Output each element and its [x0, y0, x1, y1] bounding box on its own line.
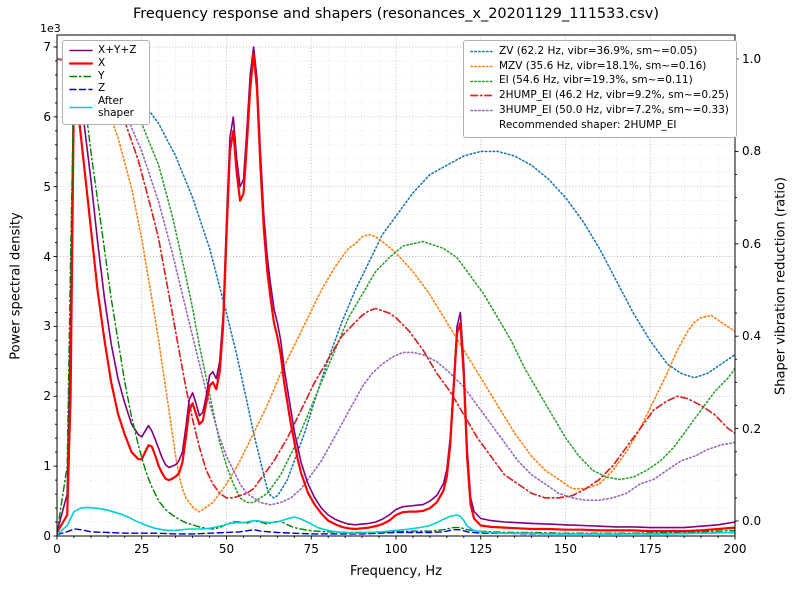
x-y-z-line-sample — [69, 50, 93, 52]
y-tick-label-left: 3 — [43, 319, 51, 334]
legend-item-z: Z — [69, 82, 142, 95]
x-axis-label: Frequency, Hz — [349, 564, 443, 579]
y-tick-label-left: 7 — [43, 40, 51, 54]
y-axis-label-left: Power spectral density — [8, 212, 24, 360]
legend-label: Y — [98, 69, 105, 82]
legend-label: MZV (35.6 Hz, vibr=18.1%, sm~=0.16) — [499, 59, 707, 72]
legend-psd: X+Y+Z X Y Z After shaper — [62, 40, 150, 125]
y-axis-label-right: Shaper vibration reduction (ratio) — [773, 177, 789, 395]
3hump-ei-line-sample — [470, 109, 494, 112]
legend-item-zv: ZV (62.2 Hz, vibr=36.9%, sm~=0.05) — [470, 45, 729, 59]
legend-label: X — [98, 56, 106, 69]
3hump-ei-curve — [57, 58, 735, 506]
x-tick-label: 75 — [303, 542, 319, 556]
y-tick-label-left: 0 — [43, 529, 51, 543]
x-tick-label: 0 — [53, 542, 61, 556]
y-tick-label-right: 0.8 — [742, 144, 762, 159]
y-tick-label-left: 6 — [43, 109, 51, 124]
legend-label: EI (54.6 Hz, vibr=19.3%, sm~=0.11) — [499, 74, 693, 87]
legend-item-x: X — [69, 56, 142, 70]
legend-item-3hump-ei: 3HUMP_EI (50.0 Hz, vibr=7.2%, sm~=0.33) — [470, 104, 729, 118]
legend-label: 3HUMP_EI (50.0 Hz, vibr=7.2%, sm~=0.33) — [499, 103, 729, 116]
y-tick-label-left: 2 — [43, 389, 51, 404]
x-tick-label: 50 — [218, 542, 235, 556]
chart-title: Frequency response and shapers (resonanc… — [133, 6, 659, 22]
legend-label: ZV (62.2 Hz, vibr=36.9%, sm~=0.05) — [499, 45, 698, 57]
x-tick-label: 25 — [134, 542, 150, 556]
ei-line-sample — [470, 80, 494, 82]
y-line-sample — [69, 75, 93, 78]
legend-label: After shaper — [98, 95, 135, 119]
legend-item-2hump-ei: 2HUMP_EI (46.2 Hz, vibr=9.2%, sm~=0.25) — [470, 89, 729, 103]
legend-item-mzv: MZV (35.6 Hz, vibr=18.1%, sm~=0.16) — [470, 60, 729, 74]
x-line-sample — [69, 62, 93, 65]
recommended-shaper-note: Recommended shaper: 2HUMP_EI — [499, 119, 677, 132]
after-shaper-curve — [57, 506, 735, 536]
x-tick-label: 150 — [554, 542, 577, 556]
mzv-line-sample — [470, 65, 494, 68]
2hump-ei-line-sample — [470, 94, 494, 97]
zv-curve — [57, 58, 735, 499]
y-tick-label-right: 1.0 — [742, 52, 762, 66]
legend-item-x-y-z: X+Y+Z — [69, 44, 142, 57]
y-axis-multiplier: 1e3 — [40, 22, 61, 35]
legend-shapers: ZV (62.2 Hz, vibr=36.9%, sm~=0.05) MZV (3… — [463, 40, 737, 138]
legend-label: 2HUMP_EI (46.2 Hz, vibr=9.2%, sm~=0.25) — [499, 88, 729, 101]
y-tick-label-right: 0.4 — [742, 329, 762, 344]
ei-curve — [57, 58, 735, 504]
x-tick-label: 200 — [723, 542, 747, 556]
zv-line-sample — [470, 51, 494, 53]
x-curve — [57, 52, 735, 534]
mzv-curve — [57, 58, 735, 513]
legend-item-ei: EI (54.6 Hz, vibr=19.3%, sm~=0.11) — [470, 74, 729, 88]
y-tick-label-left: 4 — [43, 249, 51, 264]
y-tick-label-left: 1 — [43, 459, 51, 474]
after-shaper-line-sample — [69, 106, 93, 109]
y-tick-label-right: 0.0 — [742, 514, 762, 528]
psd-curves — [57, 46, 735, 536]
z-line-sample — [69, 88, 93, 90]
legend-label: Z — [98, 82, 106, 95]
y-tick-label-right: 0.2 — [742, 421, 762, 436]
2hump-ei-curve — [57, 58, 735, 499]
x-tick-label: 100 — [384, 542, 408, 556]
x-tick-label: 125 — [469, 542, 493, 556]
legend-item-y: Y — [69, 69, 142, 83]
legend-label: X+Y+Z — [98, 44, 137, 56]
legend-shapers-items: ZV (62.2 Hz, vibr=36.9%, sm~=0.05) MZV (3… — [470, 45, 729, 117]
legend-item-after-shaper: After shaper — [69, 95, 142, 120]
y-tick-label-right: 0.6 — [742, 236, 762, 251]
x-tick-label: 175 — [638, 542, 662, 556]
y-tick-label-left: 5 — [43, 179, 51, 194]
shaper-curves — [57, 58, 735, 513]
